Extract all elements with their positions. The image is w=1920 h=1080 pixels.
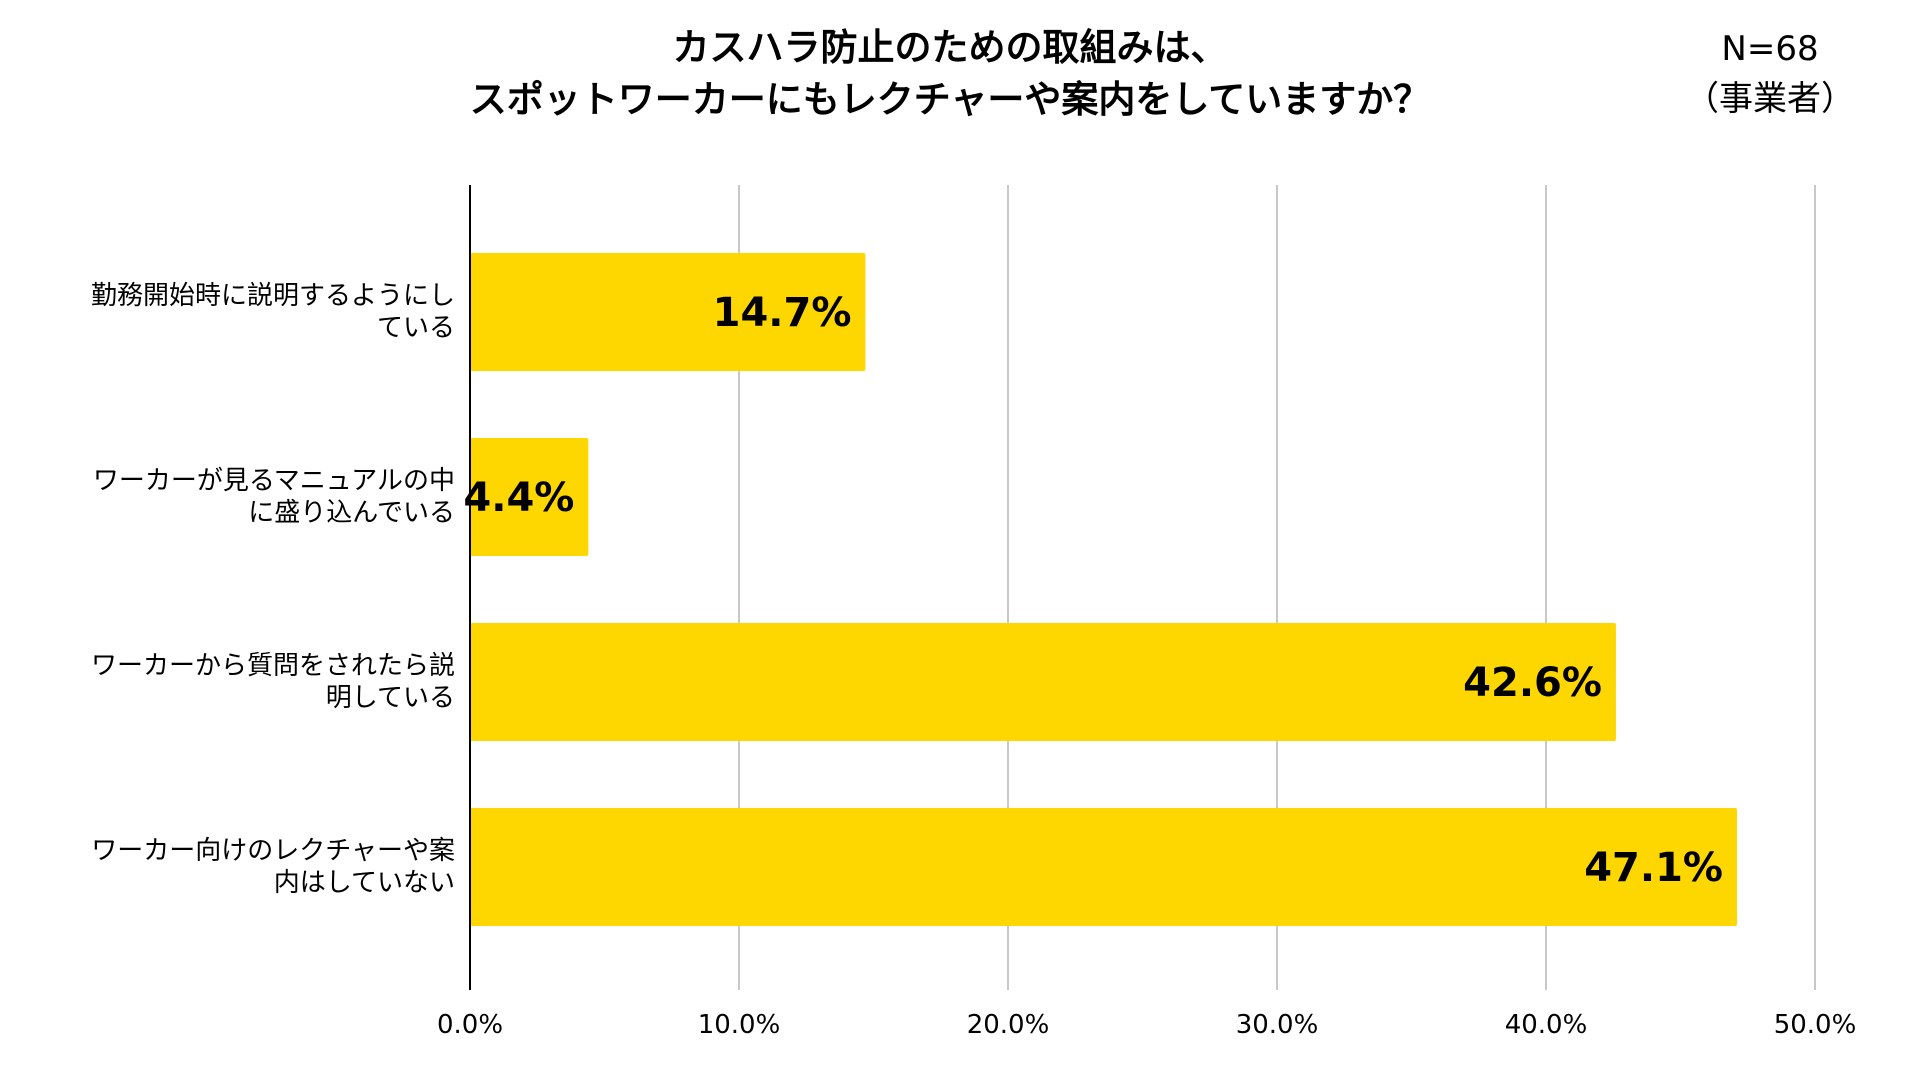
data-labels: 14.7% 4.4% 42.6% 47.1% <box>463 290 1723 891</box>
x-tick-label: 50.0% <box>1773 1010 1857 1040</box>
bar <box>470 253 866 371</box>
bar <box>470 438 589 556</box>
bar <box>470 808 1737 926</box>
category-label: ワーカーが見るマニュアルの中に盛り込んでいる <box>92 466 455 528</box>
data-label: 4.4% <box>463 475 574 521</box>
bar <box>470 623 1616 741</box>
x-tick-label: 20.0% <box>966 1010 1050 1040</box>
x-tick-label: 0.0% <box>436 1010 504 1040</box>
data-label: 47.1% <box>1584 845 1723 891</box>
x-tick-label: 10.0% <box>697 1010 781 1040</box>
chart-title-line-1: カスハラ防止のための取組みは、 <box>672 26 1228 69</box>
x-tick-label: 30.0% <box>1235 1010 1319 1040</box>
category-label: 勤務開始時に説明するようにしている <box>90 281 455 343</box>
category-label: ワーカーから質問をされたら説明している <box>90 651 455 713</box>
data-label: 14.7% <box>713 290 852 336</box>
chart-title: カスハラ防止のための取組みは、 スポットワーカーにもレクチャーや案内をしています… <box>360 22 1540 126</box>
sample-info: N=68 （事業者） <box>1660 24 1880 124</box>
category-label: ワーカー向けのレクチャーや案内はしていない <box>91 836 455 898</box>
x-tick-label: 40.0% <box>1504 1010 1588 1040</box>
chart-title-line-2: スポットワーカーにもレクチャーや案内をしていますか？ <box>469 78 1431 121</box>
data-label: 42.6% <box>1463 660 1602 706</box>
respondent-label: （事業者） <box>1685 79 1855 119</box>
sample-size-label: N=68 <box>1721 29 1819 69</box>
bars <box>470 253 1737 926</box>
